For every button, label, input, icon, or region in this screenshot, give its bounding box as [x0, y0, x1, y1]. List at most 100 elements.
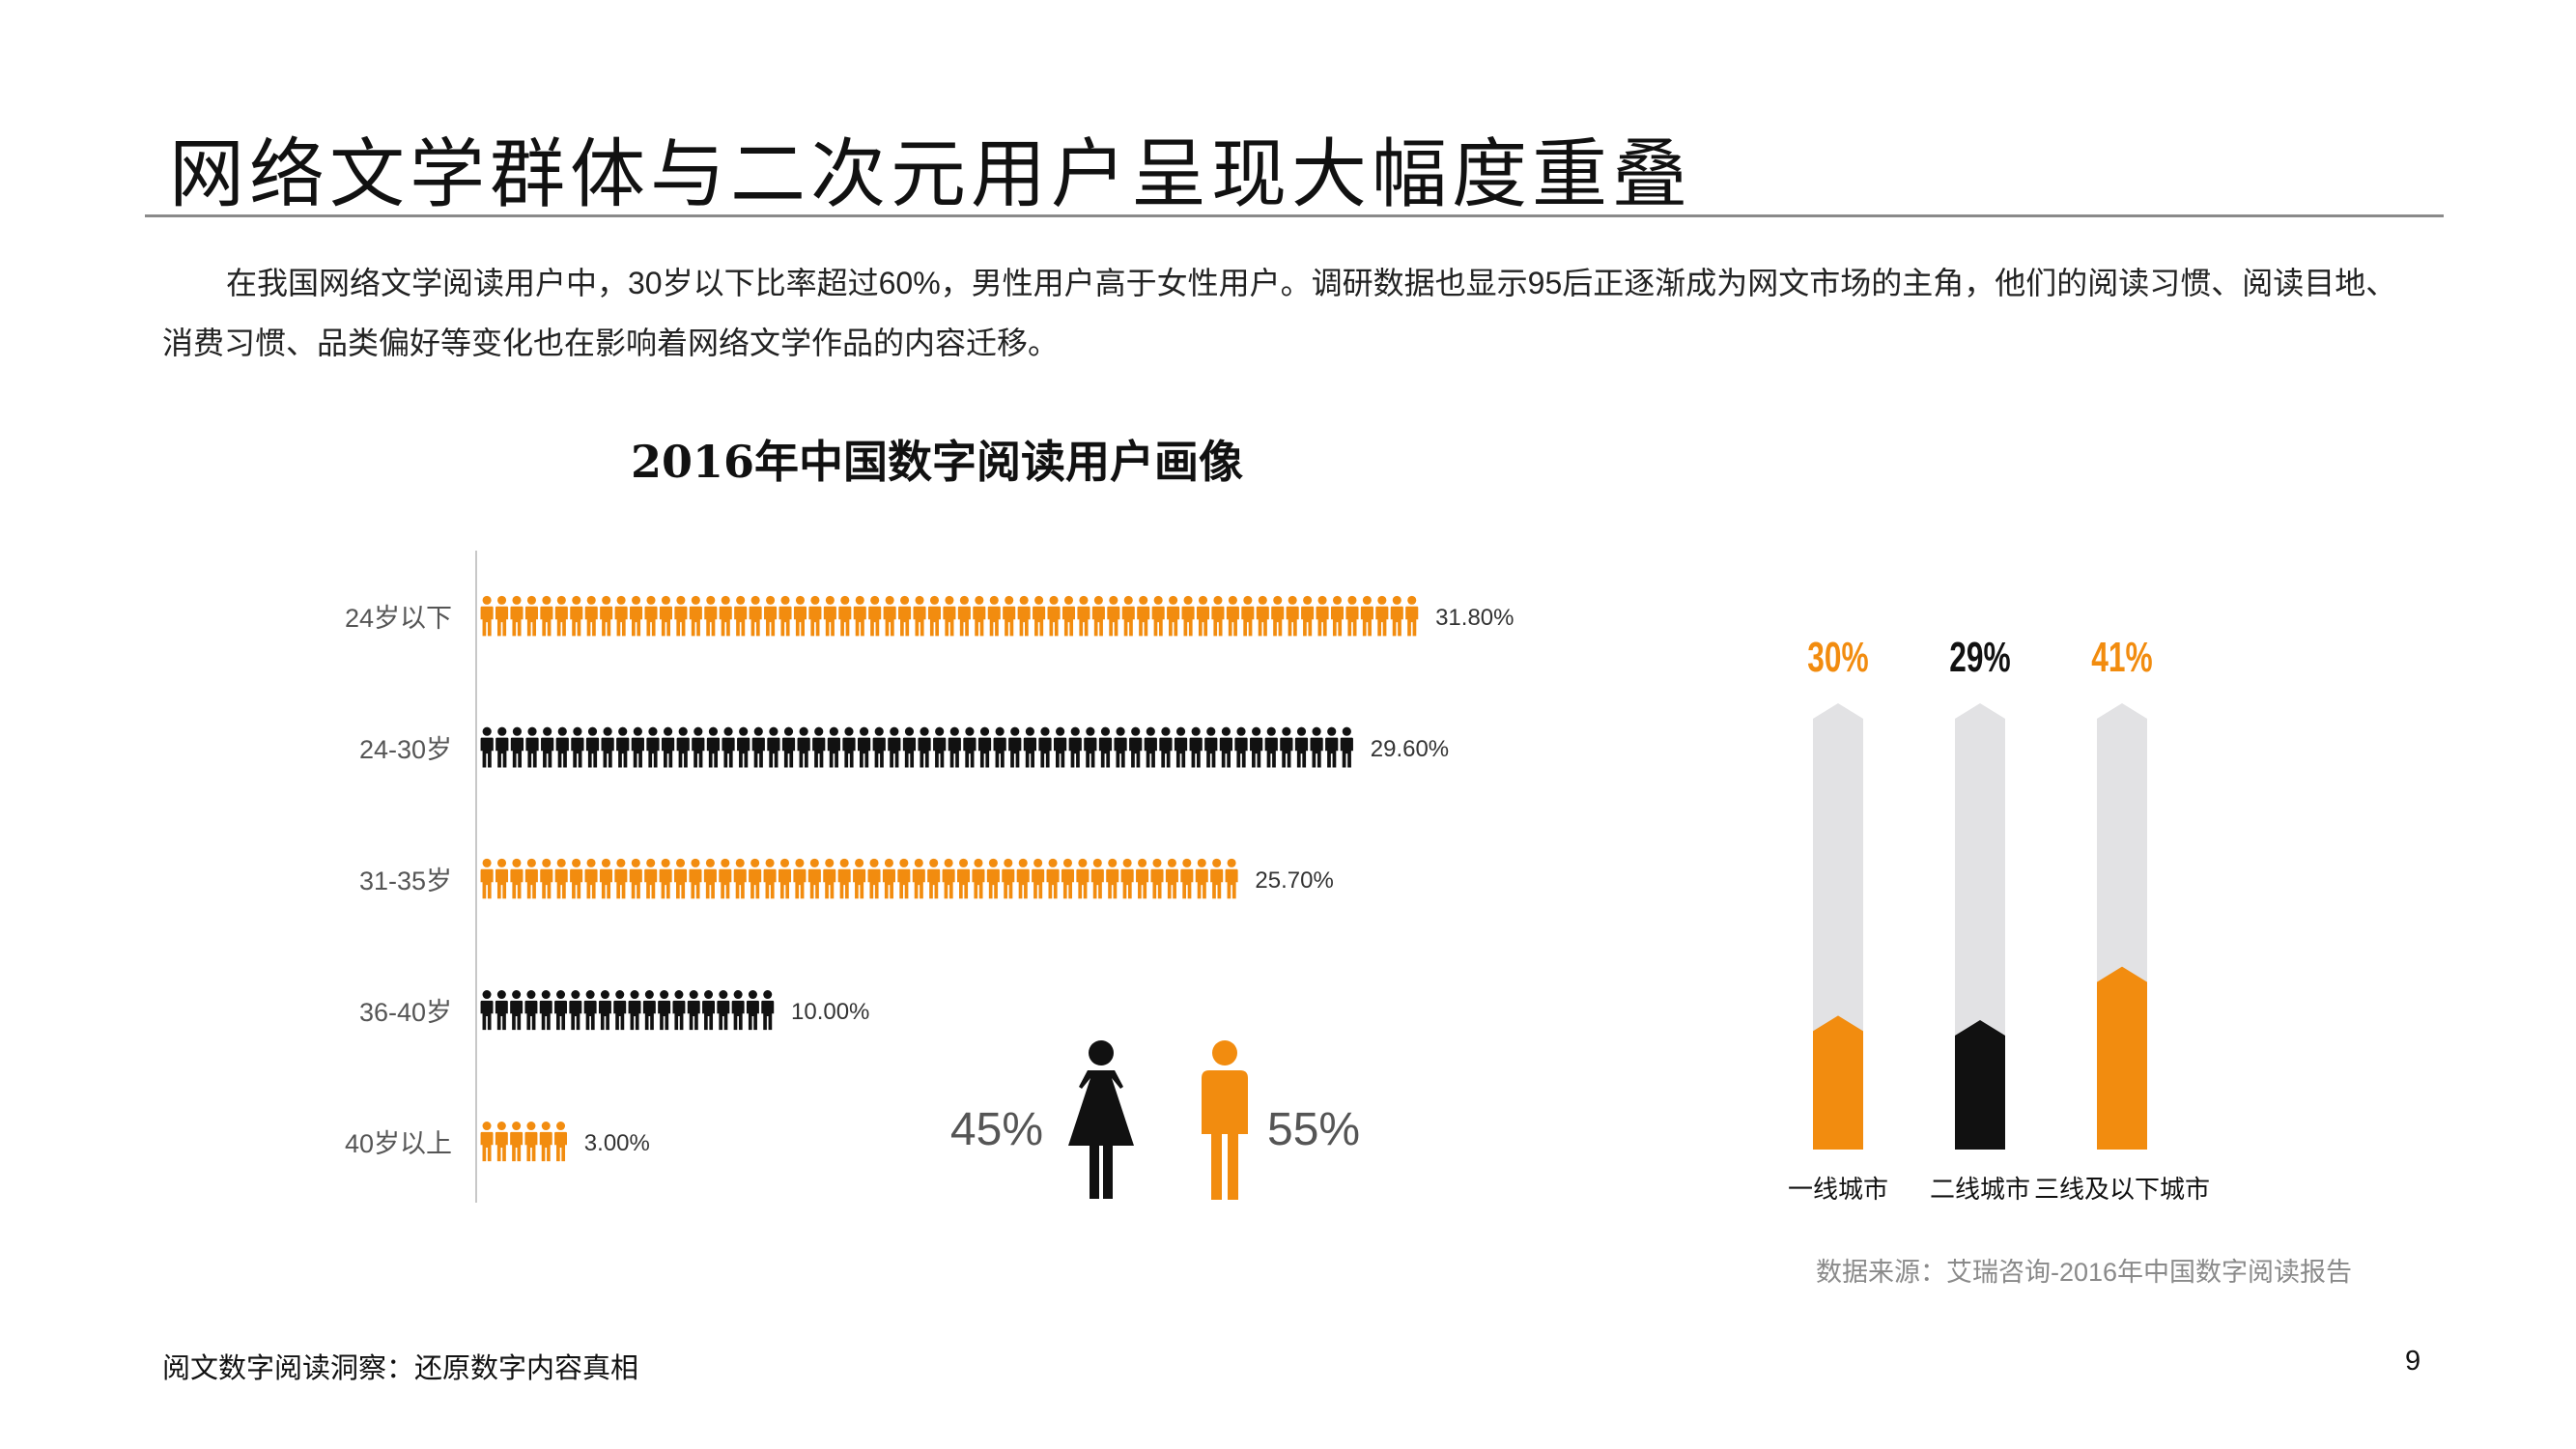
person-pictogram-icon — [763, 858, 777, 899]
person-pictogram-icon — [781, 726, 796, 768]
person-pictogram-icon — [812, 726, 826, 768]
person-pictogram-icon — [751, 726, 765, 768]
person-pictogram-icon — [554, 990, 568, 1031]
person-pictogram-icon — [1002, 858, 1015, 899]
person-pictogram-icon — [1046, 858, 1060, 899]
person-pictogram-icon — [702, 990, 716, 1031]
person-pictogram-icon — [524, 990, 538, 1031]
person-pictogram-icon — [719, 858, 732, 899]
person-pictogram-icon — [1294, 726, 1309, 768]
person-pictogram-icon — [1047, 595, 1061, 637]
person-pictogram-icon — [672, 990, 686, 1031]
person-pictogram-icon — [1189, 726, 1203, 768]
title-divider — [145, 214, 2444, 217]
person-pictogram-icon — [658, 990, 671, 1031]
person-pictogram-icon — [1151, 595, 1165, 637]
person-pictogram-icon — [883, 595, 896, 637]
person-pictogram-icon — [1196, 595, 1210, 637]
person-pictogram-icon — [571, 726, 584, 768]
person-pictogram-icon — [1234, 726, 1248, 768]
page-number: 9 — [2405, 1346, 2421, 1377]
person-pictogram-icon — [1038, 726, 1052, 768]
person-pictogram-icon — [510, 858, 524, 899]
person-pictogram-icon — [1167, 595, 1180, 637]
person-pictogram-icon — [1219, 726, 1233, 768]
city-percent-label: 30% — [1807, 634, 1868, 681]
person-pictogram-icon — [706, 726, 721, 768]
person-pictogram-icon — [797, 726, 810, 768]
person-pictogram-icon — [1211, 595, 1225, 637]
person-pictogram-icon — [570, 858, 583, 899]
person-pictogram-icon — [1360, 595, 1373, 637]
person-pictogram-icon — [689, 595, 702, 637]
person-pictogram-icon — [495, 1122, 508, 1162]
person-pictogram-icon — [1023, 726, 1036, 768]
city-tier-label: 一线城市 — [1788, 1175, 1888, 1204]
person-pictogram-icon — [1150, 858, 1164, 899]
person-pictogram-icon — [1226, 595, 1239, 637]
person-pictogram-icon — [525, 726, 539, 768]
person-pictogram-icon — [1137, 595, 1150, 637]
person-pictogram-icon — [659, 595, 672, 637]
bar-fill — [2097, 966, 2147, 1150]
person-pictogram-icon — [993, 726, 1006, 768]
person-pictogram-icon — [629, 858, 642, 899]
person-pictogram-icon — [554, 858, 568, 899]
person-pictogram-icon — [600, 595, 613, 637]
person-pictogram-icon — [1090, 858, 1104, 899]
person-pictogram-icon — [972, 858, 985, 899]
person-pictogram-icon — [1225, 858, 1238, 899]
person-pictogram-icon — [1008, 726, 1022, 768]
person-pictogram-icon — [823, 858, 836, 899]
person-pictogram-icon — [1271, 595, 1285, 637]
person-pictogram-icon — [793, 595, 807, 637]
person-pictogram-icon — [857, 726, 871, 768]
person-pictogram-icon — [1174, 726, 1188, 768]
city-tier-label: 三线及以下城市 — [2034, 1175, 2210, 1204]
city-tier-bar: 30% 一线城市 — [1788, 634, 1888, 1204]
person-pictogram-icon — [1016, 858, 1030, 899]
person-pictogram-icon — [1204, 726, 1218, 768]
person-pictogram-icon — [480, 990, 494, 1031]
person-pictogram-icon — [510, 990, 524, 1031]
person-pictogram-icon — [793, 858, 807, 899]
person-pictogram-icon — [1241, 595, 1255, 637]
person-pictogram-icon — [808, 595, 822, 637]
person-pictogram-icon — [524, 858, 538, 899]
person-pictogram-icon — [842, 726, 856, 768]
person-pictogram-icon — [1091, 595, 1105, 637]
person-pictogram-icon — [963, 726, 977, 768]
person-pictogram-icon — [1061, 858, 1074, 899]
person-pictogram-icon — [676, 726, 690, 768]
person-pictogram-icon — [661, 726, 675, 768]
person-pictogram-icon — [1033, 595, 1046, 637]
person-pictogram-icon — [731, 990, 745, 1031]
person-pictogram-icon — [642, 990, 656, 1031]
person-pictogram-icon — [1405, 595, 1419, 637]
person-pictogram-icon — [480, 1122, 494, 1162]
person-pictogram-icon — [480, 858, 494, 899]
bar-fill — [1955, 1020, 2005, 1150]
male-figure-icon — [1202, 1040, 1248, 1200]
person-pictogram-icon — [827, 726, 840, 768]
person-pictogram-icon — [659, 858, 672, 899]
person-pictogram-icon — [823, 595, 836, 637]
person-pictogram-icon — [569, 990, 582, 1031]
person-pictogram-icon — [1098, 726, 1113, 768]
person-pictogram-icon — [807, 858, 821, 899]
person-pictogram-icon — [927, 858, 941, 899]
source-note: 数据来源：艾瑞咨询-2016年中国数字阅读报告 — [1816, 1258, 2353, 1287]
age-category-label: 40岁以上 — [345, 1129, 452, 1158]
person-pictogram-icon — [882, 858, 895, 899]
person-pictogram-icon — [897, 858, 911, 899]
person-pictogram-icon — [912, 858, 925, 899]
person-pictogram-icon — [703, 858, 717, 899]
person-pictogram-icon — [1114, 726, 1127, 768]
person-pictogram-icon — [692, 726, 705, 768]
person-pictogram-icon — [746, 990, 759, 1031]
person-pictogram-icon — [646, 726, 660, 768]
age-row: 24-30岁 29.60% — [359, 726, 1449, 768]
footer-title: 阅文数字阅读洞察：还原数字内容真相 — [162, 1353, 639, 1384]
person-pictogram-icon — [749, 858, 762, 899]
person-pictogram-icon — [872, 726, 886, 768]
